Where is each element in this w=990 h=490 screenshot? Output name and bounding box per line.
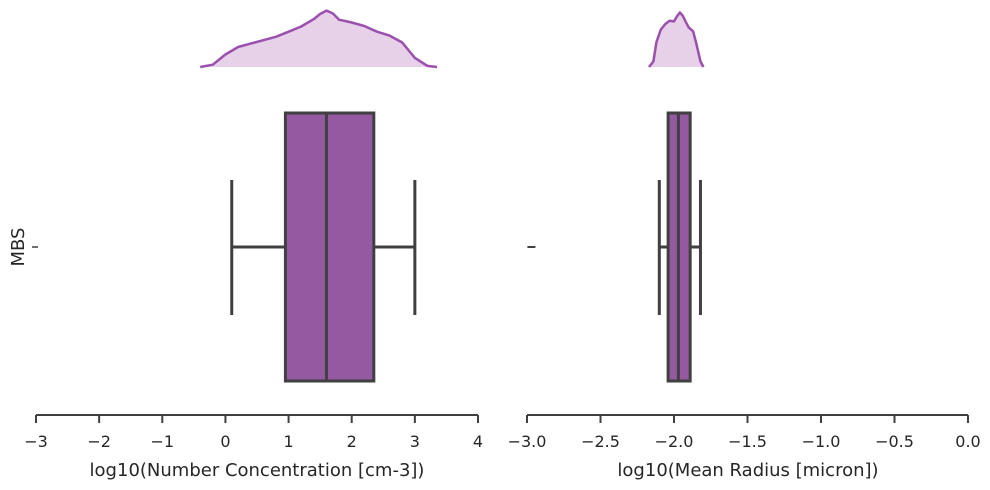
x-tick-label-6: 0.0	[955, 432, 980, 451]
x-axis-label-number-concentration: log10(Number Concentration [cm-3])	[90, 460, 425, 481]
x-tick-label-4: 1	[283, 432, 293, 451]
x-tick-label-4: −1.0	[802, 432, 841, 451]
kde-curve	[648, 11, 705, 68]
boxplot-mean-radius	[527, 111, 702, 383]
kde-area	[200, 10, 437, 68]
x-tick-label-6: 3	[410, 432, 420, 451]
x-axis-label-mean-radius: log10(Mean Radius [micron])	[617, 460, 878, 481]
x-tick-label-3: −1.5	[728, 432, 767, 451]
x-tick-label-0: −3.0	[508, 432, 547, 451]
x-tick-label-2: −2.0	[655, 432, 694, 451]
kde-curve	[199, 9, 438, 69]
x-axis-mean-radius: −3.0 −2.5 −2.0 −1.5 −1.0 −0.5 0.0	[508, 414, 981, 451]
x-tick-label-0: −3	[24, 432, 48, 451]
x-tick-label-1: −2.5	[581, 432, 620, 451]
box-iqr	[283, 111, 376, 383]
x-tick-label-5: 2	[347, 432, 357, 451]
panel-mean-radius: −3.0 −2.5 −2.0 −1.5 −1.0 −0.5 0.0 log10(Mean R…	[508, 11, 981, 481]
x-tick-label-1: −2	[87, 432, 111, 451]
boxplot-number-concentration	[230, 111, 417, 383]
x-tick-label-7: 4	[473, 432, 483, 451]
kde-area	[649, 12, 704, 67]
kde-mean-radius	[648, 11, 705, 68]
x-tick-label-2: −1	[150, 432, 174, 451]
x-tick-label-3: 0	[220, 432, 230, 451]
kde-number-concentration	[199, 9, 438, 69]
y-axis-label: MBS	[8, 228, 29, 267]
panel-number-concentration: MBS −3 −2 −1 0 1 2 3 4 log10(Number Concentrati…	[8, 9, 483, 481]
x-tick-label-5: −0.5	[875, 432, 914, 451]
x-axis-number-concentration: −3 −2 −1 0 1 2 3 4	[24, 414, 483, 451]
